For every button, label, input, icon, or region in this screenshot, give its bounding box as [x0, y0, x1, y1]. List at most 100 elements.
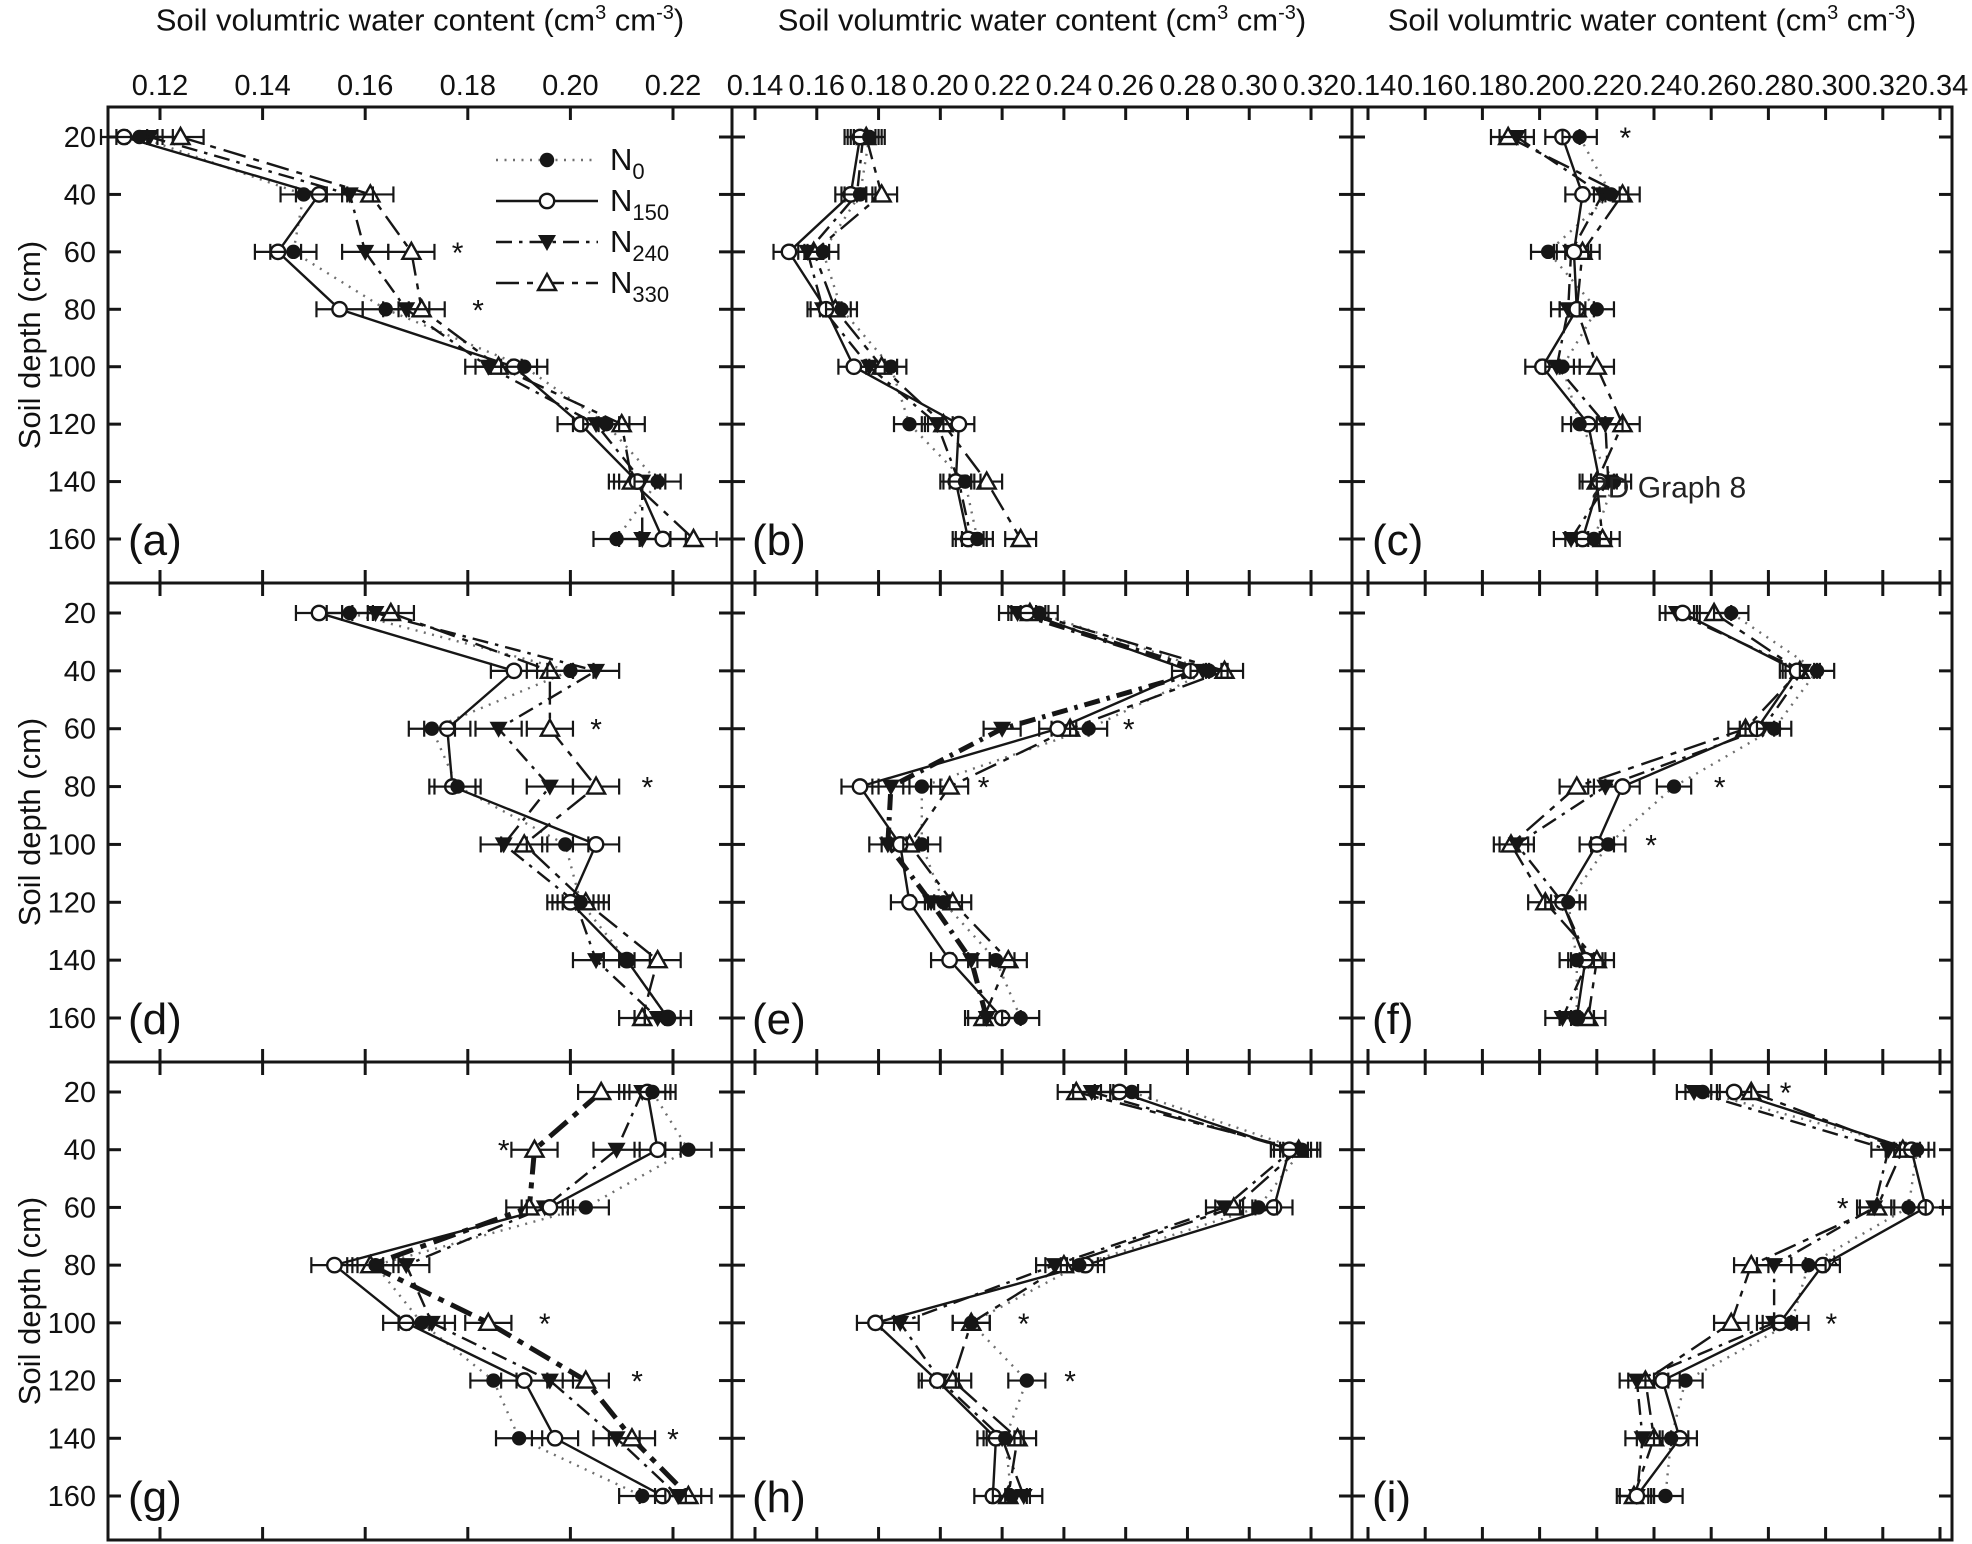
data-point-marker — [1555, 359, 1570, 374]
panel-label-i: (i) — [1372, 1473, 1411, 1522]
data-point-marker — [936, 895, 951, 910]
series-N330-points — [1492, 601, 1819, 1027]
x-tick-label: 0.18 — [850, 70, 906, 102]
data-point-marker — [660, 1010, 676, 1026]
series-N240-line — [149, 135, 644, 539]
significance-asterisk: * — [1645, 829, 1657, 862]
data-point-marker — [1565, 775, 1588, 795]
data-point-marker — [1507, 837, 1526, 854]
data-point-marker — [1565, 243, 1583, 261]
significance-asterisk: * — [1828, 1250, 1840, 1283]
series-N0-line — [139, 135, 660, 540]
series-N150-line — [331, 1091, 664, 1498]
data-point-marker — [1695, 1084, 1710, 1100]
series-N0-points — [1647, 1084, 1936, 1504]
data-point-marker — [517, 359, 532, 374]
data-point-marker — [851, 778, 869, 795]
x-tick-label: 0.24 — [1036, 70, 1092, 102]
y-tick-label: 100 — [48, 1308, 96, 1340]
x-tick-label: 0.14 — [1340, 70, 1396, 102]
data-point-marker — [950, 415, 968, 433]
data-point-marker — [852, 187, 868, 202]
data-point-marker — [1601, 837, 1616, 852]
data-point-marker — [1865, 1200, 1884, 1217]
y-tick-label: 140 — [48, 467, 96, 499]
x-tick-label: 0.16 — [337, 70, 393, 102]
panel-c: 0.14 0.16 0.18 0.20 0.22 0.24 0.26 0.28 0.30 0.32… — [1340, 70, 1968, 585]
significance-asterisk: * — [1620, 122, 1632, 155]
panel-label-e: (e) — [752, 995, 806, 1044]
legend-label-N150: N150 — [610, 183, 669, 225]
data-point-marker — [1627, 1373, 1646, 1390]
significance-asterisk: * — [642, 772, 654, 805]
data-point-marker — [609, 531, 624, 547]
y-tick-label: 40 — [64, 179, 96, 211]
data-point-marker — [1081, 721, 1096, 736]
x-axis-title-sup: -3 — [1278, 2, 1296, 24]
series-N240-line — [885, 610, 1212, 1019]
y-tick-label: 120 — [48, 1366, 96, 1398]
data-point-marker — [1614, 778, 1631, 795]
data-point-marker — [649, 1141, 667, 1159]
data-point-marker — [587, 953, 606, 970]
data-point-marker — [883, 359, 899, 374]
x-tick-label: 0.20 — [912, 70, 968, 102]
data-point-marker — [646, 948, 669, 969]
y-tick-label: 80 — [64, 294, 96, 326]
data-point-marker — [1909, 1142, 1925, 1157]
data-point-marker — [928, 417, 947, 434]
data-point-marker — [535, 271, 559, 292]
y-tick-label: 40 — [64, 656, 96, 688]
data-point-marker — [607, 1431, 626, 1448]
data-point-marker — [1124, 1084, 1140, 1100]
series-N0-points — [902, 605, 1229, 1026]
data-point-marker — [862, 129, 877, 145]
data-point-marker — [1586, 531, 1602, 547]
data-point-marker — [1724, 605, 1739, 621]
panel-border — [730, 1060, 1354, 1542]
data-point-marker — [1628, 1487, 1646, 1505]
data-point-marker — [169, 125, 192, 146]
y-tick-label: 140 — [48, 945, 96, 977]
data-point-marker — [1019, 1373, 1035, 1388]
significance-asterisk: * — [1837, 1192, 1849, 1225]
data-point-marker — [957, 474, 973, 489]
data-point-marker — [1603, 187, 1619, 202]
data-point-marker — [286, 244, 301, 260]
x-tick-label: 0.28 — [1740, 70, 1796, 102]
data-point-marker — [845, 358, 863, 376]
y-tick-label: 60 — [64, 1192, 96, 1224]
data-point-marker — [1678, 1373, 1693, 1388]
series-N0-points — [115, 129, 682, 547]
panel-f: * * (f) — [1350, 581, 1954, 1064]
data-point-marker — [563, 663, 578, 679]
data-point-marker — [1720, 1311, 1743, 1332]
data-point-marker — [881, 779, 900, 796]
series-N150-line — [123, 135, 664, 540]
series-N150-line — [787, 136, 970, 540]
data-point-marker — [1633, 1431, 1652, 1448]
data-point-marker — [1901, 1200, 1916, 1215]
legend-label-N240: N240 — [610, 224, 669, 266]
x-tick-label: 0.22 — [1569, 70, 1625, 102]
data-point-marker — [1201, 663, 1217, 679]
series-N330-line — [1632, 1090, 1905, 1497]
data-point-marker — [1251, 1200, 1266, 1215]
series-N240-line — [1635, 1090, 1890, 1497]
series-N0-line — [821, 136, 979, 540]
data-point-marker — [378, 302, 393, 317]
significance-asterisk: * — [590, 714, 602, 747]
data-point-marker — [654, 530, 672, 548]
data-point-marker — [635, 1488, 650, 1504]
data-point-marker — [1574, 186, 1591, 203]
significance-asterisk: * — [452, 237, 464, 270]
data-point-marker — [1569, 1010, 1584, 1026]
x-axis-title-sup: 3 — [1217, 2, 1229, 24]
data-point-marker — [928, 1372, 946, 1389]
data-point-marker — [1072, 1257, 1087, 1273]
panel-h: * * (h) — [730, 1060, 1354, 1542]
x-axis-title-col3: Soil volumtric water content (cm3 cm-3) — [1332, 2, 1972, 38]
x-axis-title-col1: Soil volumtric water content (cm3 cm-3) — [100, 2, 740, 38]
x-tick-label: 0.32 — [1855, 70, 1911, 102]
data-point-marker — [368, 1257, 383, 1273]
